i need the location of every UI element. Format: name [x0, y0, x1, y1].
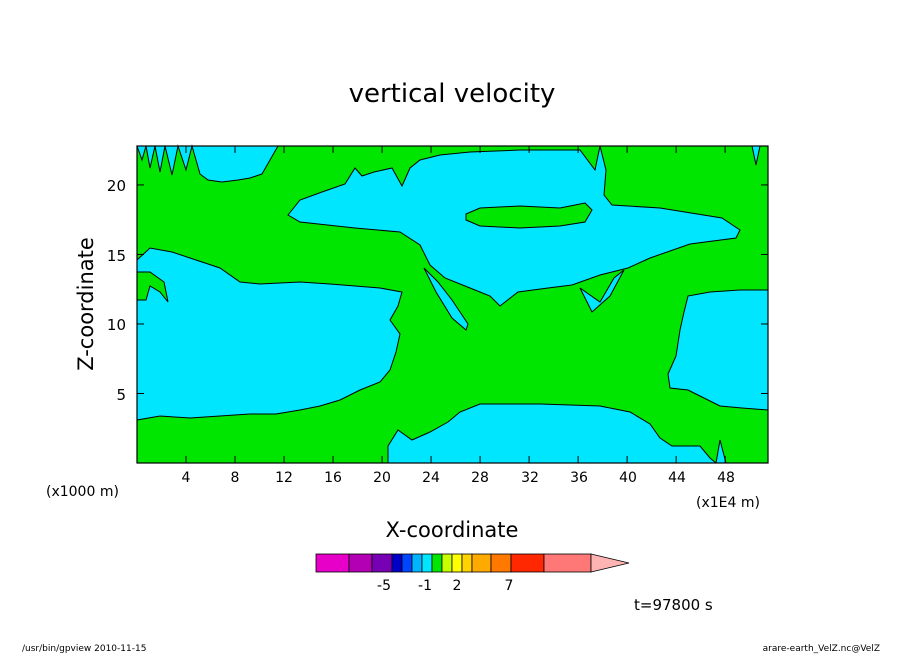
y-tick-label: 5	[116, 386, 126, 404]
plot-frame	[136, 145, 769, 464]
colorbar-segment	[510, 553, 545, 573]
tick-marks	[137, 146, 768, 463]
colorbar-segment	[401, 553, 413, 573]
x-unit-label: (x1000 m)	[46, 484, 119, 500]
region-bottom-center	[387, 403, 718, 464]
x-tick-label: 32	[521, 470, 539, 486]
plumes	[423, 267, 625, 331]
colorbar-segment	[451, 553, 463, 573]
x-tick-labels: 4 8 12 16 20 24 28 32 36 40 44 48	[182, 470, 735, 486]
x-tick-label: 28	[471, 470, 489, 486]
colorbar-tick-labels: -5 -1 2 7	[377, 578, 513, 594]
colorbar-tick-label: 2	[453, 578, 462, 594]
positive-island	[465, 202, 593, 229]
colorbar-segment	[371, 553, 393, 573]
footer-left: /usr/bin/gpview 2010-11-15	[22, 644, 146, 654]
y-tick-label: 20	[107, 177, 126, 195]
colorbar-overflow-arrow	[590, 553, 630, 573]
colorbar-segment	[431, 553, 443, 573]
colorbar-segment	[471, 553, 492, 573]
colorbar-segment	[461, 553, 473, 573]
x-tick-label: 16	[324, 470, 342, 486]
region-left-middle	[136, 247, 403, 421]
colorbar-segment	[490, 553, 512, 573]
colorbar-segment	[315, 553, 350, 573]
x-tick-label: 44	[668, 470, 686, 486]
x-tick-label: 20	[373, 470, 391, 486]
y-tick-labels: 5 10 15 20	[107, 177, 126, 404]
y-tick-label: 15	[107, 247, 126, 265]
x-tick-label: 48	[717, 470, 735, 486]
y-tick-label: 10	[107, 316, 126, 334]
colorbar-segment	[391, 553, 403, 573]
colorbar-tick-label: -1	[418, 578, 432, 594]
colorbar-tick-label: 7	[505, 578, 514, 594]
colorbar-segment	[543, 553, 592, 573]
region-right-middle	[667, 289, 769, 411]
x-axis-unit-label: (x1E4 m)	[696, 495, 760, 511]
x-tick-label: 36	[570, 470, 588, 486]
x-tick-label: 24	[422, 470, 440, 486]
chart-title: vertical velocity	[349, 79, 556, 109]
x-axis-label: X-coordinate	[386, 518, 519, 542]
plume-left	[423, 267, 469, 331]
colorbar-segment	[348, 553, 373, 573]
x-tick-label: 4	[182, 470, 191, 486]
footer-right: arare-earth_VelZ.nc@VelZ	[763, 644, 880, 654]
plume-right	[579, 269, 625, 313]
plot-area	[136, 144, 769, 464]
colorbar-segment	[411, 553, 423, 573]
x-tick-label: 8	[231, 470, 240, 486]
x-tick-label: 40	[619, 470, 637, 486]
colorbar	[315, 553, 630, 573]
colorbar-segment	[441, 553, 453, 573]
colorbar-tick-label: -5	[377, 578, 391, 594]
region-top-left	[136, 144, 279, 183]
y-axis-label: Z-coordinate	[74, 237, 98, 371]
colorbar-segment	[421, 553, 433, 573]
x-tick-label: 12	[275, 470, 293, 486]
time-label: t=97800 s	[634, 596, 713, 614]
